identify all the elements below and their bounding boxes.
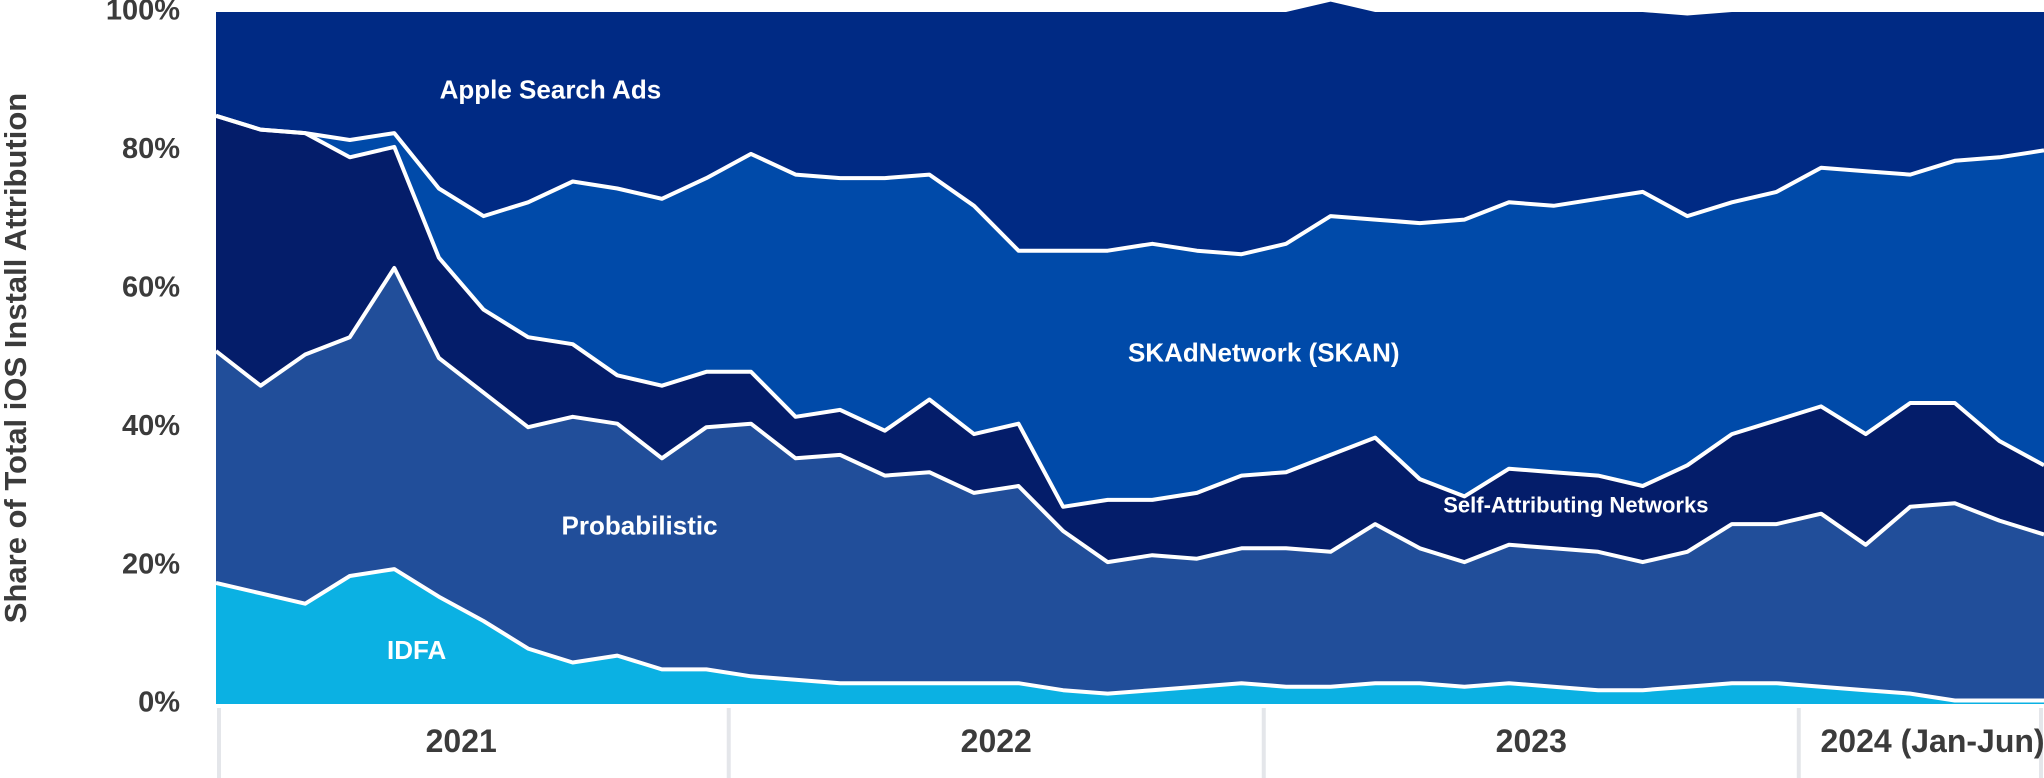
y-tick-label: 80%	[122, 133, 180, 165]
boundary-lines	[214, 113, 2044, 703]
area-probabilistic	[216, 268, 2044, 701]
series-label-idfa: IDFA	[387, 635, 446, 665]
x-tick-label: 2023	[1496, 723, 1567, 759]
y-axis: 0% 20% 40% 60% 80% 100% Share of Total iOS Ins…	[0, 0, 180, 719]
y-tick-label: 40%	[122, 410, 180, 442]
series-label-self-attributing-networks: Self-Attributing Networks	[1443, 493, 1708, 518]
x-axis: 2021 2022 2023 2024 (Jan-Jun)	[217, 708, 2044, 778]
series-label-apple-search-ads: Apple Search Ads	[440, 74, 662, 104]
series-label-probabilistic: Probabilistic	[562, 510, 718, 540]
series-label-skadnetwork-skan: SKAdNetwork (SKAN)	[1128, 337, 1400, 367]
x-tick-label: 2022	[961, 723, 1032, 759]
boundary-line-idfa	[215, 567, 2044, 703]
y-axis-label: Share of Total iOS Install Attribution	[0, 93, 33, 623]
y-tick-label: 60%	[122, 271, 180, 303]
boundary-line-self-attributing-networks	[215, 113, 2044, 509]
y-tick-label: 100%	[106, 0, 180, 27]
y-tick-label: 20%	[122, 548, 180, 580]
area-apple-search-ads	[216, 1, 2044, 255]
boundary-line-probabilistic	[214, 266, 2044, 565]
boundary-line-skadnetwork-skan	[215, 113, 2044, 257]
y-tick-label: 0%	[138, 687, 180, 719]
x-tick-label: 2024 (Jan-Jun)	[1820, 723, 2044, 759]
x-tick-label: 2021	[426, 723, 497, 759]
series-labels: IDFA Probabilistic Self-Attributing Networ…	[387, 74, 1708, 665]
area-skadnetwork-skan	[216, 115, 2044, 507]
